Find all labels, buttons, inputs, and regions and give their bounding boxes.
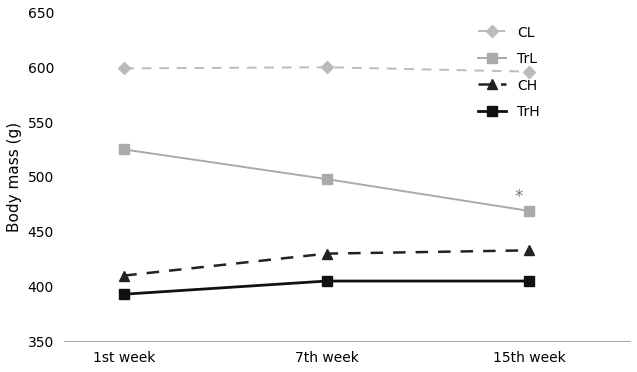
- Legend: CL, TrL, CH, TrH: CL, TrL, CH, TrH: [478, 26, 540, 119]
- Text: *: *: [515, 187, 523, 206]
- Y-axis label: Body mass (g): Body mass (g): [7, 122, 22, 232]
